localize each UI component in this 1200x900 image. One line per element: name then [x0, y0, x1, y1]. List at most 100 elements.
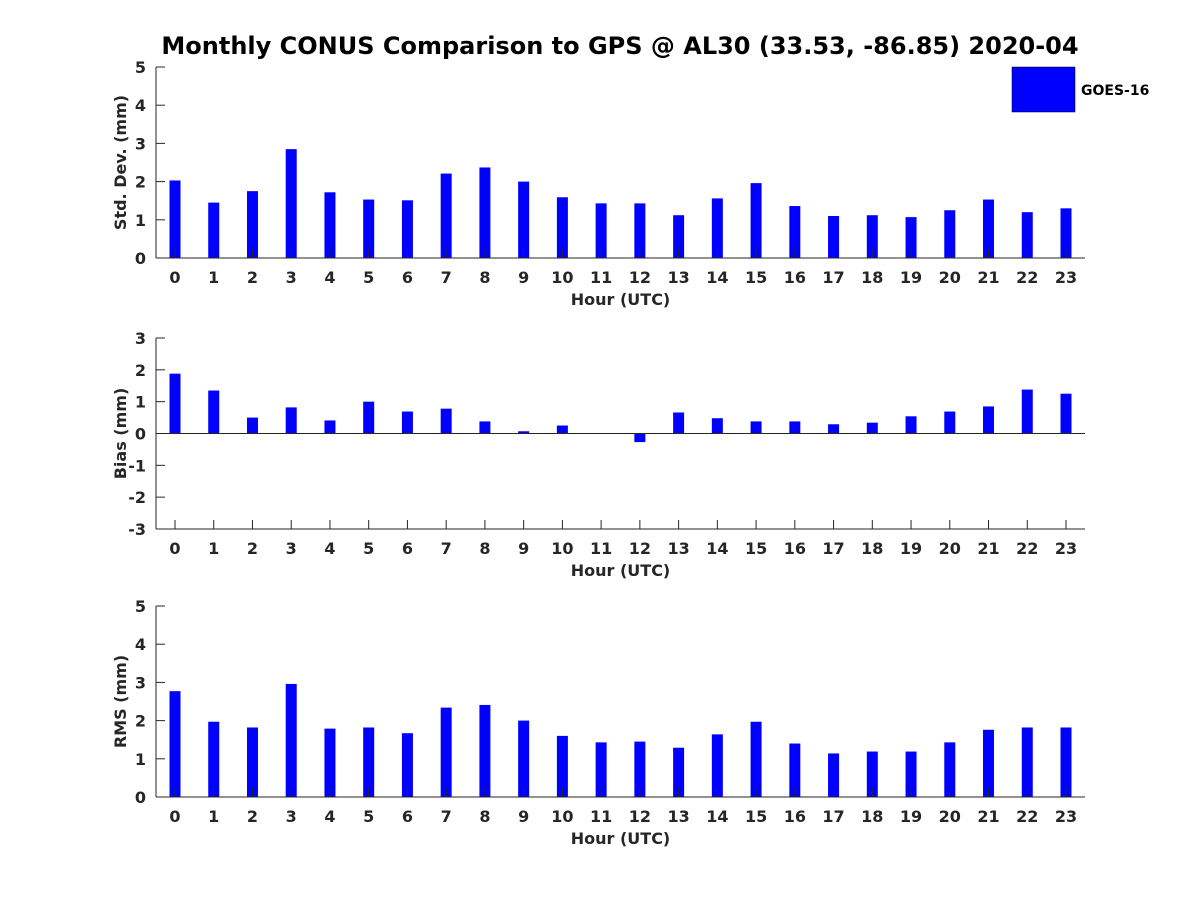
- bias-bar-0: [169, 373, 181, 434]
- std-dev-bar-12: [634, 203, 646, 258]
- bias-y-tick-label: -1: [128, 456, 146, 475]
- bias-bar-21: [983, 406, 995, 434]
- bias-y-tick-label: 1: [135, 393, 146, 412]
- bias-bar-5: [363, 401, 375, 434]
- rms-x-axis-label: Hour (UTC): [571, 829, 671, 848]
- rms-bar-7: [440, 707, 452, 797]
- std-dev-x-tick-label: 9: [518, 268, 529, 287]
- bias-x-tick-label: 10: [551, 539, 573, 558]
- bias-x-tick-label: 17: [822, 539, 844, 558]
- std-dev-bar-9: [518, 181, 530, 258]
- std-dev-bar-23: [1060, 208, 1072, 258]
- std-dev-x-tick-label: 1: [208, 268, 219, 287]
- bias-bar-16: [789, 421, 801, 434]
- bias-bar-19: [905, 416, 917, 434]
- bias-y-tick-label: -2: [128, 488, 146, 507]
- rms-x-tick-label: 20: [939, 807, 961, 826]
- bias-x-tick-label: 4: [324, 539, 335, 558]
- std-dev-x-tick-label: 6: [402, 268, 413, 287]
- legend: GOES-16: [1011, 66, 1149, 113]
- std-dev-x-tick-label: 14: [706, 268, 728, 287]
- rms-bar-16: [789, 743, 801, 797]
- bias-bar-1: [208, 390, 220, 434]
- std-dev-bar-2: [246, 191, 258, 258]
- bias-x-tick-label: 5: [363, 539, 374, 558]
- std-dev-x-tick-label: 15: [745, 268, 767, 287]
- bias-y-tick-label: 2: [135, 361, 146, 380]
- bias-bar-3: [285, 407, 297, 434]
- rms-x-tick-label: 23: [1055, 807, 1077, 826]
- rms-y-tick-label: 4: [135, 635, 146, 654]
- rms-bar-21: [983, 729, 995, 797]
- std-dev-bar-22: [1021, 212, 1033, 258]
- std-dev-bar-20: [944, 210, 956, 258]
- rms-bar-20: [944, 742, 956, 797]
- rms-x-tick-label: 9: [518, 807, 529, 826]
- std-dev-bar-0: [169, 180, 181, 258]
- std-dev-x-tick-label: 16: [784, 268, 806, 287]
- std-dev-x-axis-label: Hour (UTC): [571, 290, 671, 309]
- rms-x-tick-label: 22: [1016, 807, 1038, 826]
- std-dev-bar-16: [789, 206, 801, 258]
- rms-bar-19: [905, 751, 917, 797]
- std-dev-bar-1: [208, 202, 220, 258]
- std-dev-bar-13: [673, 215, 685, 258]
- std-dev-x-tick-label: 22: [1016, 268, 1038, 287]
- rms-bar-4: [324, 728, 336, 797]
- std-dev-bar-11: [595, 203, 607, 258]
- bias-y-tick-label: 3: [135, 329, 146, 348]
- bias-x-tick-label: 15: [745, 539, 767, 558]
- rms-x-tick-label: 5: [363, 807, 374, 826]
- std-dev-bar-21: [983, 199, 995, 258]
- std-dev-bar-15: [750, 183, 762, 258]
- bias-x-tick-label: 14: [706, 539, 728, 558]
- rms-x-tick-label: 21: [977, 807, 999, 826]
- rms-bar-10: [556, 735, 568, 797]
- rms-y-tick-label: 5: [135, 597, 146, 616]
- bias-x-tick-label: 3: [286, 539, 297, 558]
- bias-bar-20: [944, 411, 956, 434]
- bias-y-axis-label: Bias (mm): [111, 388, 130, 480]
- std-dev-x-tick-label: 11: [590, 268, 612, 287]
- bias-x-tick-label: 18: [861, 539, 883, 558]
- std-dev-x-tick-label: 2: [247, 268, 258, 287]
- std-dev-x-tick-label: 17: [822, 268, 844, 287]
- rms-bar-3: [285, 683, 297, 797]
- rms-bar-2: [246, 727, 258, 797]
- rms-bar-18: [866, 751, 878, 797]
- bias-x-tick-label: 19: [900, 539, 922, 558]
- rms-x-tick-label: 4: [324, 807, 335, 826]
- bias-bar-6: [401, 411, 413, 434]
- std-dev-x-tick-label: 20: [939, 268, 961, 287]
- std-dev-x-tick-label: 7: [441, 268, 452, 287]
- std-dev-bar-4: [324, 192, 336, 258]
- rms-x-tick-label: 1: [208, 807, 219, 826]
- std-dev-bar-6: [401, 200, 413, 258]
- rms-x-tick-label: 8: [479, 807, 490, 826]
- std-dev-bar-14: [711, 198, 723, 258]
- std-dev-x-tick-label: 4: [324, 268, 335, 287]
- rms-x-tick-label: 18: [861, 807, 883, 826]
- std-dev-bar-17: [828, 215, 840, 258]
- bias-y-tick-label: 0: [135, 425, 146, 444]
- rms-bar-9: [518, 720, 530, 797]
- bias-x-tick-label: 0: [169, 539, 180, 558]
- bias-x-tick-label: 21: [977, 539, 999, 558]
- std-dev-x-tick-label: 12: [629, 268, 651, 287]
- bias-x-tick-label: 11: [590, 539, 612, 558]
- rms-x-tick-label: 2: [247, 807, 258, 826]
- rms-x-tick-label: 6: [402, 807, 413, 826]
- rms-x-tick-label: 10: [551, 807, 573, 826]
- rms-y-tick-label: 2: [135, 712, 146, 731]
- chart-title: Monthly CONUS Comparison to GPS @ AL30 (…: [161, 32, 1078, 60]
- rms-y-tick-label: 0: [135, 788, 146, 807]
- bias-x-tick-label: 7: [441, 539, 452, 558]
- bias-bar-15: [750, 421, 762, 434]
- bias-bar-9: [518, 431, 530, 434]
- std-dev-x-tick-label: 21: [977, 268, 999, 287]
- bias-x-tick-label: 2: [247, 539, 258, 558]
- rms-bar-13: [673, 747, 685, 797]
- rms-x-tick-label: 7: [441, 807, 452, 826]
